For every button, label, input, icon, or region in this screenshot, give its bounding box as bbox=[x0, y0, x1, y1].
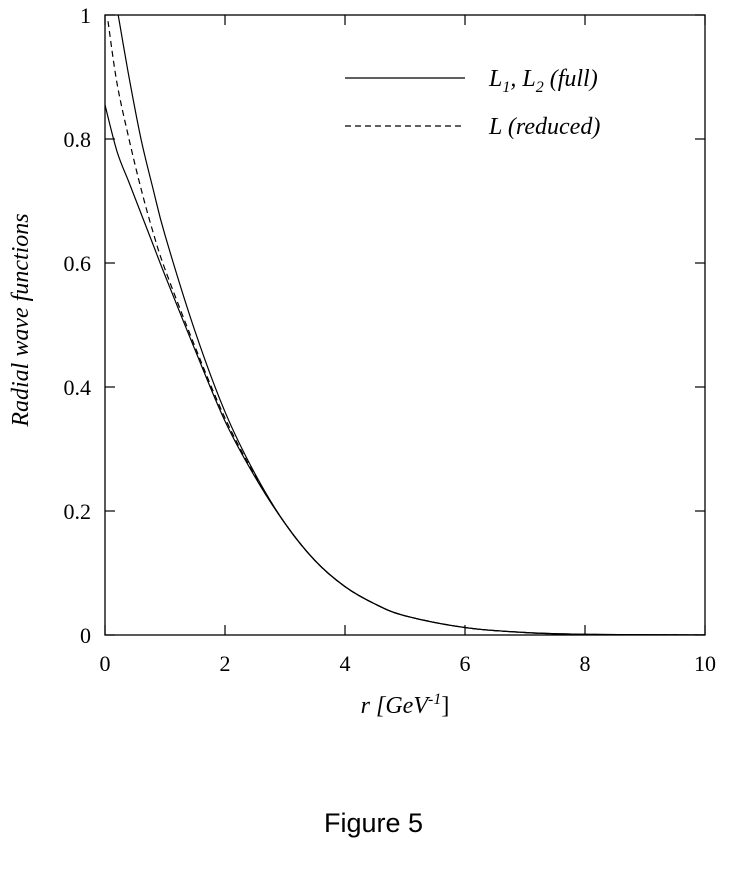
x-tick-label: 0 bbox=[100, 651, 111, 676]
figure-caption: Figure 5 bbox=[323, 808, 424, 838]
x-tick-label: 6 bbox=[460, 651, 471, 676]
y-tick-label: 0.8 bbox=[64, 127, 92, 152]
legend-label-full: L1, L2 (full) bbox=[488, 66, 598, 96]
x-tick-label: 8 bbox=[580, 651, 591, 676]
series-group bbox=[105, 15, 705, 635]
x-tick-label: 4 bbox=[340, 651, 351, 676]
series-line-full_lower bbox=[105, 104, 705, 635]
x-axis-title: r [GeV-1] bbox=[361, 691, 450, 719]
chart: 0 2 4 6 8 10 0 0.2 0.4 0.6 0.8 1 L1, L2 (full) L (r… bbox=[8, 3, 717, 719]
plot-frame bbox=[104, 14, 706, 636]
axis-ticks: 0 2 4 6 8 10 0 0.2 0.4 0.6 0.8 1 bbox=[64, 3, 717, 676]
legend-label-reduced: L (reduced) bbox=[488, 114, 600, 140]
legend: L1, L2 (full) L (reduced) bbox=[345, 66, 600, 140]
y-axis-title: Radial wave functions bbox=[8, 213, 34, 427]
series-line-full_upper bbox=[117, 15, 705, 635]
x-tick-label: 10 bbox=[694, 651, 716, 676]
y-tick-label: 0.4 bbox=[64, 375, 92, 400]
series-line-reduced bbox=[107, 21, 705, 635]
y-tick-label: 0 bbox=[80, 623, 91, 648]
x-tick-label: 2 bbox=[220, 651, 231, 676]
y-tick-label: 0.6 bbox=[64, 251, 92, 276]
y-tick-label: 0.2 bbox=[64, 499, 92, 524]
y-tick-label: 1 bbox=[80, 3, 91, 28]
